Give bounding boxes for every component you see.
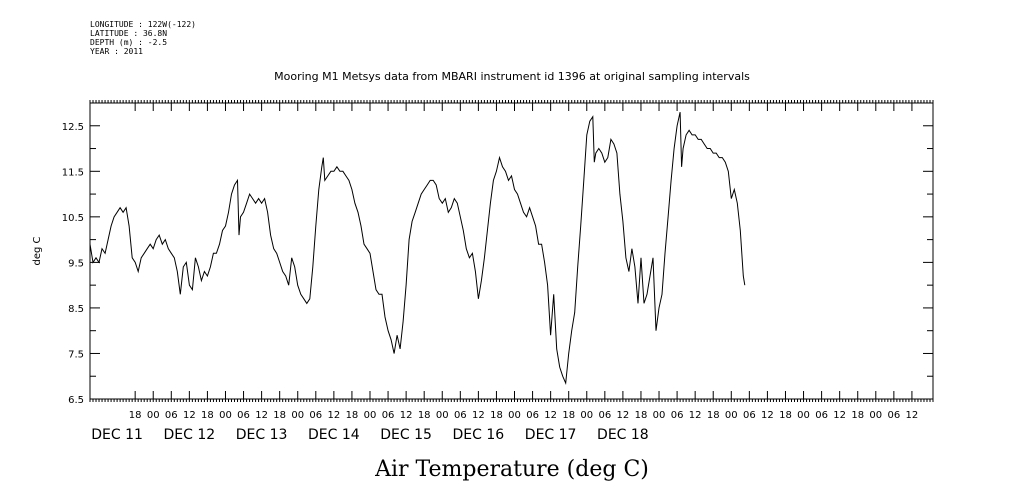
day-label: DEC 17 xyxy=(525,427,577,443)
x-axis-title: Air Temperature (deg C) xyxy=(374,457,649,482)
x-tick-label: 06 xyxy=(309,410,322,421)
y-tick-label: 9.5 xyxy=(68,258,84,269)
x-tick-label: 06 xyxy=(382,410,395,421)
x-tick-label: 18 xyxy=(851,410,864,421)
y-tick-label: 6.5 xyxy=(68,395,84,406)
x-tick-label: 00 xyxy=(219,410,232,421)
y-tick-label: 8.5 xyxy=(68,304,84,315)
x-tick-label: 00 xyxy=(797,410,810,421)
x-tick-label: 06 xyxy=(887,410,900,421)
y-tick-label: 11.5 xyxy=(62,167,84,178)
x-tick-label: 12 xyxy=(906,410,919,421)
x-tick-label: 06 xyxy=(165,410,178,421)
x-tick-label: 06 xyxy=(815,410,828,421)
longitude-text: LONGITUDE : 122W(-122) xyxy=(90,20,196,29)
x-tick-label: 00 xyxy=(869,410,882,421)
x-tick-label: 18 xyxy=(490,410,503,421)
plot-frame xyxy=(89,102,934,400)
x-tick-label: 00 xyxy=(436,410,449,421)
x-tick-label: 18 xyxy=(707,410,720,421)
x-tick-label: 12 xyxy=(255,410,268,421)
x-tick-label: 12 xyxy=(617,410,630,421)
x-tick-label: 18 xyxy=(273,410,286,421)
x-tick-label: 06 xyxy=(598,410,611,421)
latitude-text: LATITUDE : 36.8N xyxy=(90,29,168,38)
x-tick-label: 06 xyxy=(237,410,250,421)
year-text: YEAR : 2011 xyxy=(90,47,143,56)
day-label: DEC 16 xyxy=(453,427,505,443)
y-tick-label: 12.5 xyxy=(62,122,84,133)
chart-title: Mooring M1 Metsys data from MBARI instru… xyxy=(274,70,750,83)
x-tick-label: 12 xyxy=(183,410,196,421)
day-label: DEC 12 xyxy=(164,427,216,443)
day-label: DEC 11 xyxy=(91,427,143,443)
x-tick-label: 12 xyxy=(833,410,846,421)
y-tick-label: 10.5 xyxy=(62,213,84,224)
x-tick-label: 00 xyxy=(147,410,160,421)
x-tick-label: 06 xyxy=(671,410,684,421)
y-tick-label: 7.5 xyxy=(68,349,84,360)
x-tick-label: 12 xyxy=(328,410,341,421)
x-tick-label: 12 xyxy=(544,410,557,421)
x-tick-label: 06 xyxy=(526,410,539,421)
x-tick-label: 18 xyxy=(129,410,142,421)
x-axis: 18 00 06 12 18 00 06 12 18 00 06 12 18 00 06 12 18 00 06 12… xyxy=(129,103,918,421)
metadata-block: LONGITUDE : 122W(-122) LATITUDE : 36.8N … xyxy=(90,20,196,56)
x-tick-label: 00 xyxy=(580,410,593,421)
x-tick-label: 12 xyxy=(472,410,485,421)
x-tick-label: 00 xyxy=(364,410,377,421)
x-tick-label: 18 xyxy=(418,410,431,421)
x-tick-label: 00 xyxy=(653,410,666,421)
y-axis-label: deg C xyxy=(32,236,43,265)
x-tick-label: 18 xyxy=(346,410,359,421)
minor-ticks xyxy=(89,100,934,402)
day-label: DEC 18 xyxy=(597,427,649,443)
x-tick-label: 18 xyxy=(562,410,575,421)
day-label: DEC 14 xyxy=(308,427,360,443)
x-tick-label: 06 xyxy=(743,410,756,421)
series-line xyxy=(89,111,746,386)
x-tick-label: 00 xyxy=(725,410,738,421)
day-labels: DEC 11 DEC 12 DEC 13 DEC 14 DEC 15 DEC 16 DEC … xyxy=(91,427,648,443)
x-tick-label: 12 xyxy=(689,410,702,421)
x-tick-label: 06 xyxy=(454,410,467,421)
day-label: DEC 15 xyxy=(380,427,432,443)
x-tick-label: 18 xyxy=(201,410,214,421)
y-axis: 6.5 7.5 8.5 9.5 10.5 11.5 12.5 xyxy=(62,102,933,406)
x-tick-label: 18 xyxy=(635,410,648,421)
x-tick-label: 18 xyxy=(779,410,792,421)
day-label: DEC 13 xyxy=(236,427,288,443)
x-tick-label: 12 xyxy=(400,410,413,421)
depth-text: DEPTH (m) : -2.5 xyxy=(90,38,168,47)
x-tick-label: 00 xyxy=(508,410,521,421)
x-tick-label: 00 xyxy=(291,410,304,421)
x-tick-label: 12 xyxy=(761,410,774,421)
